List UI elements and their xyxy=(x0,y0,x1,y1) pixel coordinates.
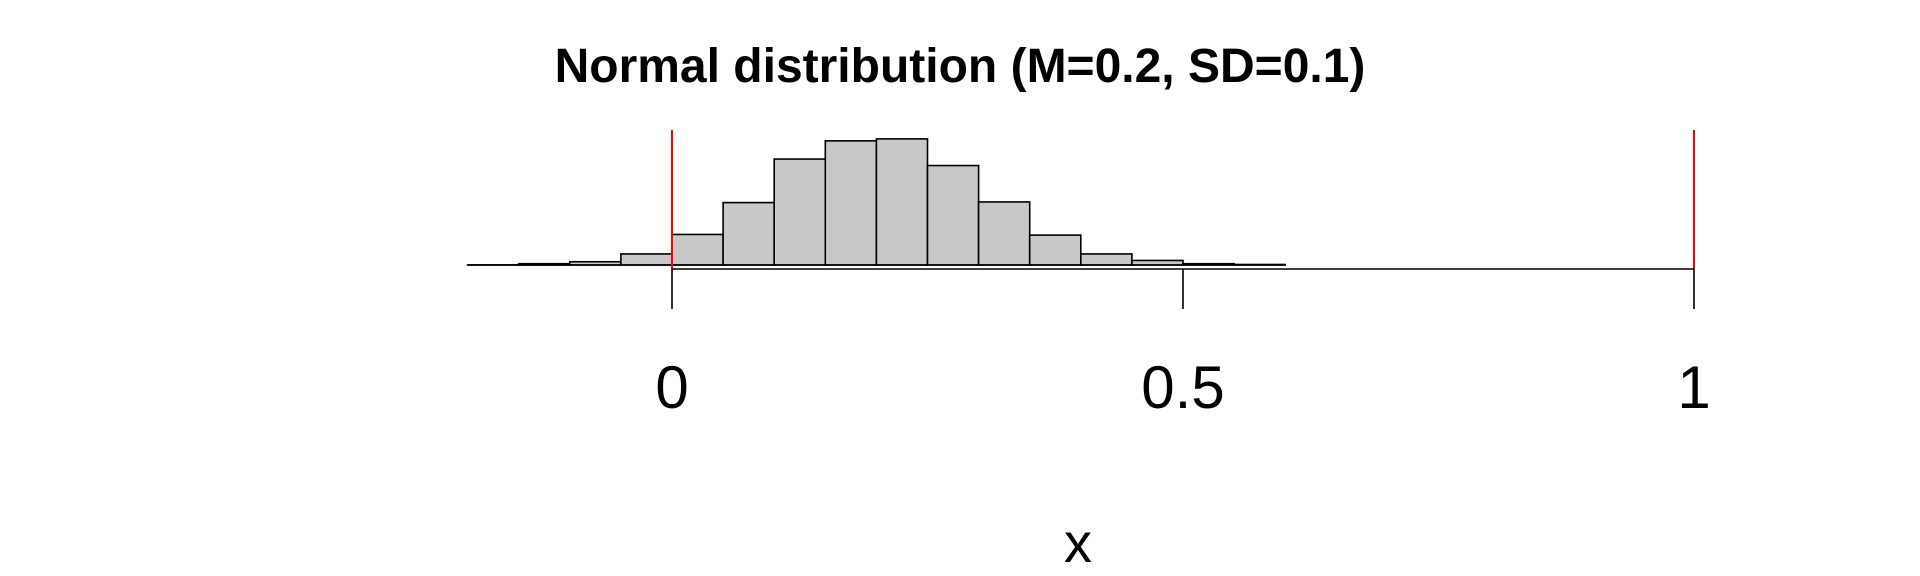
histogram-bar xyxy=(875,138,929,266)
x-tick-label: 0.5 xyxy=(1141,354,1224,421)
histogram-bar xyxy=(773,158,827,266)
histogram-bars xyxy=(466,138,1286,266)
reference-lines xyxy=(671,130,1695,269)
histogram-bar xyxy=(1028,234,1082,266)
x-axis-ticks: 0 0.5 1 xyxy=(655,269,1711,421)
x-tick-label: 0 xyxy=(655,354,688,421)
chart-title: Normal distribution (M=0.2, SD=0.1) xyxy=(555,40,1366,93)
histogram-bar xyxy=(926,164,980,266)
histogram-bar xyxy=(722,201,775,266)
histogram-bar xyxy=(977,201,1031,266)
x-tick-label: 1 xyxy=(1677,354,1710,421)
histogram-bar xyxy=(671,233,724,266)
histogram-bar xyxy=(824,140,878,266)
x-axis-label: x xyxy=(1064,511,1092,574)
x-axis: 0 0.5 1 xyxy=(655,268,1711,421)
histogram-bar xyxy=(620,253,673,266)
histogram-bar xyxy=(1080,253,1133,266)
